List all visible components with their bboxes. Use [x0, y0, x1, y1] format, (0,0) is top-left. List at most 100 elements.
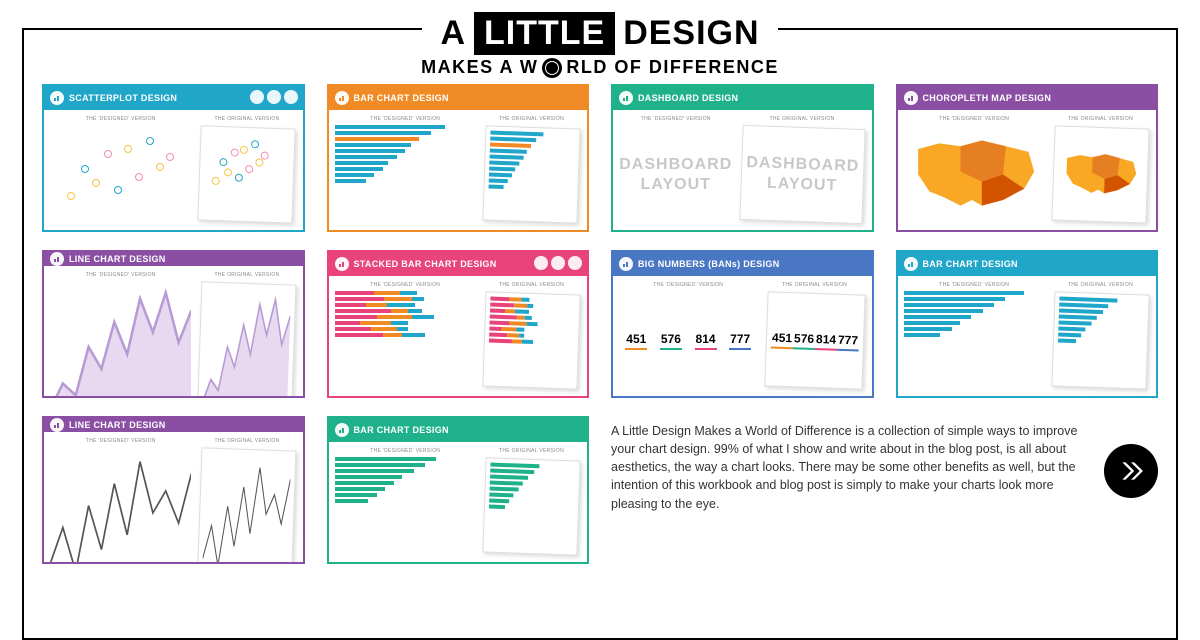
design-card[interactable]: DASHBOARD DESIGNTHE 'DESIGNED' VERSIONDA… [611, 84, 874, 232]
stacked-row [335, 309, 476, 313]
original-paper [482, 291, 580, 389]
designed-panel: THE 'DESIGNED' VERSION [50, 438, 191, 564]
design-card[interactable]: STACKED BAR CHART DESIGNTHE 'DESIGNED' V… [327, 250, 590, 398]
card-type-icon [50, 252, 64, 266]
bar [490, 137, 536, 143]
stacked-row [335, 321, 476, 325]
stacked-row [335, 297, 476, 301]
header-little: LITTLE [474, 12, 615, 55]
designed-panel: THE 'DESIGNED' VERSION DASHBOARD LAYOUT [619, 116, 733, 224]
panel-label: THE 'DESIGNED' VERSION [50, 272, 191, 278]
header-design: DESIGN [623, 14, 759, 53]
choropleth-map [904, 125, 1045, 224]
bar [335, 143, 411, 147]
card-type-icon [904, 257, 918, 271]
chart-area: 451576814777 [619, 291, 758, 390]
scatter-point [231, 148, 239, 156]
bar [904, 327, 952, 331]
card-type-icon [335, 423, 349, 437]
bar [335, 161, 389, 165]
chart-area [335, 457, 476, 556]
bar [335, 131, 431, 135]
bar [488, 185, 503, 190]
stacked-row [489, 339, 574, 346]
design-card[interactable]: BAR CHART DESIGN THE 'DESIGNED' VERSIONTH… [327, 416, 590, 564]
bar [335, 475, 403, 479]
panel-label: THE ORIGINAL VERSION [764, 282, 866, 288]
bar [1059, 321, 1092, 326]
designed-panel: THE 'DESIGNED' VERSION [904, 282, 1045, 390]
design-card[interactable]: LINE CHART DESIGNTHE 'DESIGNED' VERSIONT… [42, 250, 305, 398]
bar [1059, 297, 1117, 303]
dashboard-placeholder: DASHBOARD LAYOUT [744, 130, 860, 219]
designed-panel: THE 'DESIGNED' VERSION [904, 116, 1045, 224]
bar [490, 143, 531, 148]
scatter-point [67, 192, 75, 200]
bar [335, 469, 414, 473]
designed-panel: THE 'DESIGNED' VERSION [50, 272, 191, 398]
bar [1059, 309, 1103, 315]
dashboard-placeholder: DASHBOARD LAYOUT [619, 125, 733, 224]
card-header: BIG NUMBERS (BANs) DESIGN [613, 252, 872, 276]
card-type-icon [335, 257, 349, 271]
design-card[interactable]: LINE CHART DESIGN THE 'DESIGNED' VERSIONT… [42, 416, 305, 564]
card-body: THE 'DESIGNED' VERSIONTHE ORIGINAL VERSI… [898, 276, 1157, 396]
scatter-point [261, 152, 269, 160]
original-panel: THE ORIGINAL VERSION [197, 272, 296, 398]
sub-prefix: MAKES A W [421, 57, 538, 78]
design-card[interactable]: BIG NUMBERS (BANs) DESIGN THE 'DESIGNED' … [611, 250, 874, 398]
designed-panel: THE 'DESIGNED' VERSION451576814777 [619, 282, 758, 390]
scatter-point [92, 179, 100, 187]
original-paper [197, 447, 297, 564]
bar [335, 463, 426, 467]
bar [489, 505, 505, 510]
scatter-point [114, 186, 122, 194]
header-title: A LITTLE DESIGN [422, 12, 777, 55]
ban-number: 451 [770, 330, 793, 349]
bar [490, 475, 528, 480]
bar [904, 297, 1006, 301]
scatter-point [252, 140, 260, 148]
original-panel: THE ORIGINAL VERSION [482, 282, 581, 390]
bar [335, 137, 420, 141]
bar [335, 167, 383, 171]
header-subtitle: MAKES A W RLD OF DIFFERENCE [409, 57, 791, 78]
bar [335, 149, 406, 153]
bar [489, 499, 510, 504]
card-type-icon [50, 418, 64, 432]
original-panel: THE ORIGINAL VERSION [197, 116, 296, 224]
card-title: LINE CHART DESIGN [69, 420, 166, 430]
design-card[interactable]: BAR CHART DESIGNTHE 'DESIGNED' VERSIONTH… [896, 250, 1159, 398]
ban-number: 576 [660, 332, 682, 350]
bar [489, 173, 512, 178]
design-card[interactable]: CHOROPLETH MAP DESIGNTHE 'DESIGNED' VERS… [896, 84, 1159, 232]
original-panel: THE ORIGINAL VERSION [482, 116, 581, 224]
card-body: THE 'DESIGNED' VERSIONTHE ORIGINAL VERSI… [329, 442, 588, 562]
stacked-row [335, 333, 476, 337]
scatter-point [245, 165, 253, 173]
bar [335, 179, 366, 183]
stacked-row [335, 327, 476, 331]
panel-label: THE ORIGINAL VERSION [482, 282, 581, 288]
original-panel: THE ORIGINAL VERSION [482, 448, 581, 556]
card-body: THE 'DESIGNED' VERSION DASHBOARD LAYOUTTH… [613, 110, 872, 230]
panel-label: THE 'DESIGNED' VERSION [619, 116, 733, 122]
card-header: LINE CHART DESIGN [44, 418, 303, 432]
card-title: BAR CHART DESIGN [354, 425, 449, 435]
design-card[interactable]: BAR CHART DESIGNTHE 'DESIGNED' VERSIONTH… [327, 84, 590, 232]
card-nav-icons[interactable] [250, 90, 298, 104]
panel-label: THE ORIGINAL VERSION [482, 448, 581, 454]
next-button[interactable] [1104, 444, 1158, 498]
scatter-point [220, 158, 228, 166]
chart-area [335, 125, 476, 224]
design-card[interactable]: SCATTERPLOT DESIGNTHE 'DESIGNED' VERSION… [42, 84, 305, 232]
bar [904, 321, 961, 325]
bar [335, 481, 394, 485]
bar [490, 469, 534, 475]
card-nav-icons[interactable] [534, 256, 582, 270]
original-paper: DASHBOARD LAYOUT [739, 125, 865, 224]
original-panel: THE ORIGINAL VERSION [197, 438, 296, 564]
panel-label: THE ORIGINAL VERSION [482, 116, 581, 122]
scatter-point [235, 174, 243, 182]
original-paper [482, 125, 580, 223]
